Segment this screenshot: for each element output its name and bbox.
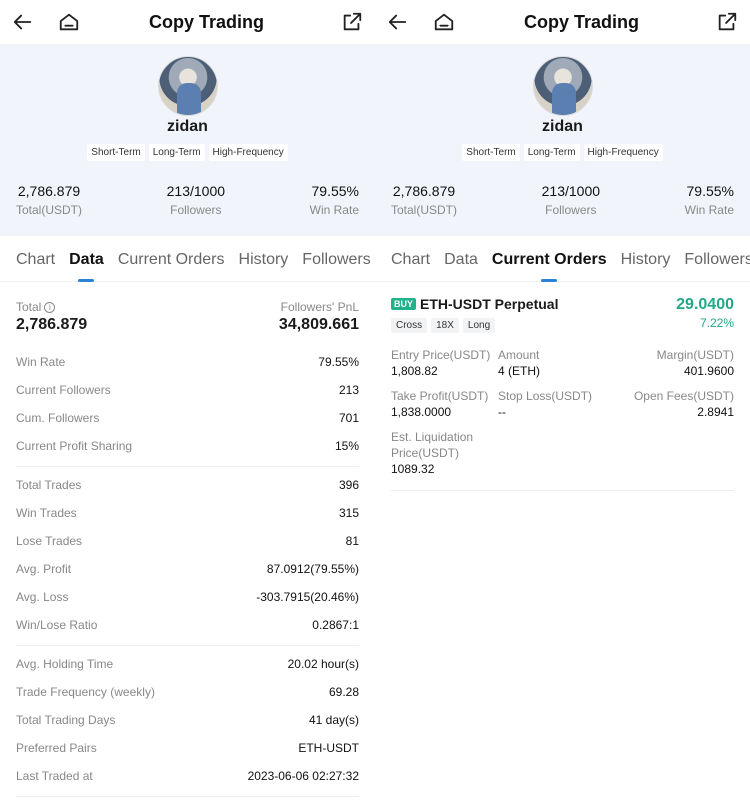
tab-followers[interactable]: Followers [684,250,750,268]
list-item: Preferred Pairs ETH-USDT [16,741,359,755]
back-arrow-icon[interactable] [12,11,34,33]
stat-followers: 213/1000 Followers [541,183,601,217]
stat-total: 2,786.879 Total(USDT) [16,183,83,217]
tab-chart[interactable]: Chart [391,250,431,268]
tag-short-term: Short-Term [462,144,520,161]
stop-loss: Stop Loss(USDT) -- [498,389,593,419]
tag-short-term: Short-Term [87,144,145,161]
avatar[interactable] [157,56,218,116]
list-item: Total Trading Days 41 day(s) [16,713,359,727]
home-icon[interactable] [433,11,455,33]
list-item: Total Trades 396 [16,478,359,492]
order-card[interactable]: BUY ETH-USDT Perpetual Cross 18X Long 29… [375,282,750,491]
total-value: 2,786.879 [16,316,88,333]
amount: Amount 4 (ETH) [498,348,540,378]
username: zidan [167,118,208,135]
list-item: Lose Trades 81 [16,534,359,548]
stats-group-followers: Win Rate 79.55% Current Followers 213 Cum.… [16,344,359,467]
info-icon[interactable]: i [44,301,56,313]
margin: Margin(USDT) 401.9600 [656,348,734,378]
tab-data[interactable]: Data [69,238,104,282]
top-bar: Copy Trading [375,0,750,44]
total-label: Total [16,300,42,314]
tab-bar: Chart Data Current Orders History Follow… [0,238,375,282]
tab-bar: Chart Data Current Orders History Follow… [375,238,750,282]
tag-high-frequency: High-Frequency [583,144,663,161]
page-title: Copy Trading [148,11,264,32]
tab-followers[interactable]: Followers [302,250,371,268]
list-item: Cum. Followers 701 [16,411,359,425]
home-icon[interactable] [58,11,80,33]
order-pair: ETH-USDT Perpetual [420,296,559,312]
followers-pnl-value: 34,809.661 [278,316,359,333]
username: zidan [542,118,583,135]
back-arrow-icon[interactable] [387,11,409,33]
order-pnl: 29.0400 [676,296,734,313]
stat-followers: 213/1000 Followers [166,183,226,217]
list-item: Trade Frequency (weekly) 69.28 [16,685,359,699]
stats-group-trades: Total Trades 396 Win Trades 315 Lose Trade… [16,467,359,646]
tag-long-term: Long-Term [523,144,580,161]
tab-current-orders[interactable]: Current Orders [492,238,607,282]
tab-data[interactable]: Data [444,250,478,268]
order-pnl-percent: 7.22% [699,316,734,330]
stats-group-activity: Avg. Holding Time 20.02 hour(s) Trade Fre… [16,646,359,797]
tag-high-frequency: High-Frequency [208,144,288,161]
share-icon[interactable] [341,11,363,33]
list-item: Current Followers 213 [16,383,359,397]
profile-card: zidan Short-Term Long-Term High-Frequenc… [375,44,750,236]
open-fees: Open Fees(USDT) 2.8941 [633,389,734,419]
entry-price: Entry Price(USDT) 1,808.82 [391,348,491,378]
list-item: Avg. Holding Time 20.02 hour(s) [16,657,359,671]
totals-summary: Total i 2,786.879 Followers' PnL 34,809.6… [0,282,375,344]
list-item: Current Profit Sharing 15% [16,439,359,453]
share-icon[interactable] [716,11,738,33]
followers-pnl-label: Followers' PnL [280,300,359,314]
chip-direction: Long [462,318,496,333]
stat-win-rate: 79.55% Win Rate [309,183,359,217]
avatar[interactable] [532,56,593,116]
tab-history[interactable]: History [238,250,289,268]
list-item: Avg. Profit 87.0912(79.55%) [16,562,359,576]
tab-chart[interactable]: Chart [16,250,56,268]
panel-data: Copy Trading zidan Short-Term Long-Term … [0,0,375,797]
take-profit: Take Profit(USDT) 1,838.0000 [391,389,489,419]
page-title: Copy Trading [523,11,639,32]
list-item: Win/Lose Ratio 0.2867:1 [16,618,359,632]
est-liquidation-price: Est. Liquidation Price(USDT) 1089.32 [391,430,474,476]
list-item: Avg. Loss -303.7915(20.46%) [16,590,359,604]
panel-current-orders: Copy Trading zidan Short-Term Long-Term … [375,0,750,802]
top-bar: Copy Trading [0,0,375,44]
list-item: Win Rate 79.55% [16,355,359,369]
tag-long-term: Long-Term [148,144,205,161]
buy-badge: BUY [391,298,417,310]
list-item: Last Traded at 2023-06-06 02:27:32 [16,769,359,783]
tab-current-orders[interactable]: Current Orders [117,250,225,268]
profile-card: zidan Short-Term Long-Term High-Frequenc… [0,44,375,236]
chip-margin-mode: Cross [391,318,428,333]
chip-leverage: 18X [431,318,459,333]
stat-total: 2,786.879 Total(USDT) [391,183,458,217]
stat-win-rate: 79.55% Win Rate [684,183,734,217]
list-item: Win Trades 315 [16,506,359,520]
tab-history[interactable]: History [620,250,671,268]
